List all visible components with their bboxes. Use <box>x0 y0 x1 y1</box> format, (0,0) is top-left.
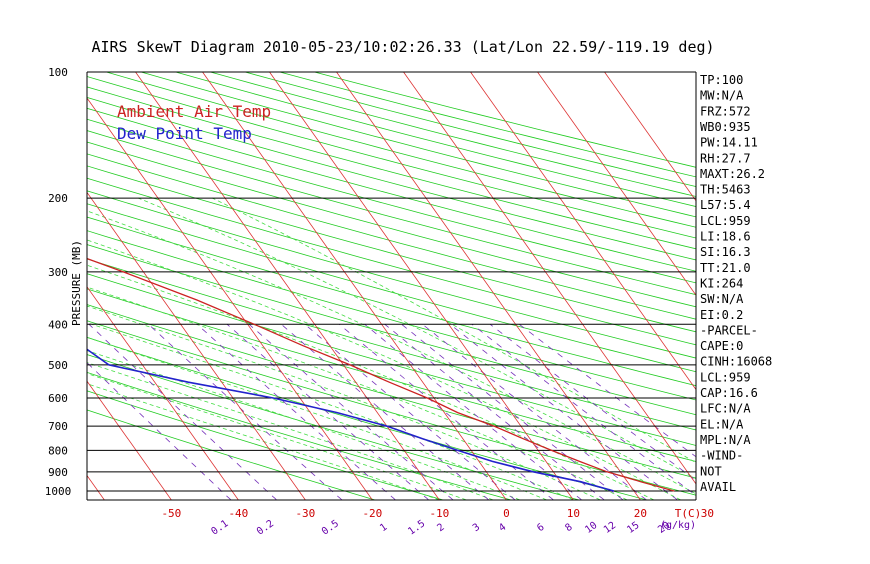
sounding-index-item: TH:5463 <box>700 183 751 197</box>
pressure-tick-label: 300 <box>48 266 68 279</box>
bottom-temp-tick-label: -10 <box>429 507 449 520</box>
sounding-index-item: AVAIL <box>700 480 736 494</box>
sounding-index-item: SI:16.3 <box>700 245 751 259</box>
bottom-temp-tick-label: 20 <box>634 507 647 520</box>
sounding-index-item: LCL:959 <box>700 370 751 384</box>
sounding-index-item: MW:N/A <box>700 89 744 103</box>
sounding-index-item: TP:100 <box>700 73 743 87</box>
bottom-temp-tick-label: -50 <box>161 507 181 520</box>
sounding-index-item: EI:0.2 <box>700 308 743 322</box>
sounding-index-item: TT:21.0 <box>700 261 751 275</box>
sounding-index-item: -WIND- <box>700 449 743 463</box>
sounding-index-item: CAPE:0 <box>700 339 743 353</box>
pressure-tick-label: 1000 <box>45 485 72 498</box>
sounding-index-item: NOT <box>700 464 722 478</box>
sounding-index-item: KI:264 <box>700 276 743 290</box>
bottom-temp-tick-label: -30 <box>295 507 315 520</box>
sounding-index-item: SW:N/A <box>700 292 744 306</box>
sounding-index-item: EL:N/A <box>700 417 744 431</box>
sounding-index-item: CAP:16.6 <box>700 386 758 400</box>
bottom-temp-tick-label: 30 <box>701 507 714 520</box>
sounding-index-item: CINH:16068 <box>700 355 772 369</box>
y-axis-label: PRESSURE (MB) <box>70 240 83 326</box>
pressure-tick-label: 900 <box>48 466 68 479</box>
legend-air-temp: Ambient Air Temp <box>117 102 271 121</box>
temp-unit-label: T(C) <box>675 507 702 520</box>
sounding-index-item: MPL:N/A <box>700 433 751 447</box>
chart-title: AIRS SkewT Diagram 2010-05-23/10:02:26.3… <box>91 38 714 56</box>
pressure-tick-label: 400 <box>48 318 68 331</box>
sounding-index-item: PW:14.11 <box>700 136 758 150</box>
bottom-temp-tick-label: -20 <box>362 507 382 520</box>
sounding-index-item: -PARCEL- <box>700 323 758 337</box>
sounding-index-item: LI:18.6 <box>700 230 751 244</box>
sounding-index-item: WB0:935 <box>700 120 751 134</box>
pressure-tick-label: 700 <box>48 420 68 433</box>
pressure-tick-label: 600 <box>48 392 68 405</box>
pressure-tick-label: 200 <box>48 192 68 205</box>
mixing-ratio-unit-label: (g/kg) <box>660 520 696 531</box>
bottom-temp-tick-label: -40 <box>228 507 248 520</box>
bottom-temp-tick-label: 10 <box>567 507 580 520</box>
sounding-index-item: MAXT:26.2 <box>700 167 765 181</box>
legend-dew-temp: Dew Point Temp <box>117 124 252 143</box>
pressure-tick-label: 800 <box>48 444 68 457</box>
sounding-index-item: RH:27.7 <box>700 151 751 165</box>
sounding-index-item: L57:5.4 <box>700 198 751 212</box>
bottom-temp-tick-label: 0 <box>503 507 510 520</box>
sounding-index-item: LFC:N/A <box>700 402 751 416</box>
sounding-index-item: FRZ:572 <box>700 104 751 118</box>
sounding-index-item: LCL:959 <box>700 214 751 228</box>
pressure-tick-label: 500 <box>48 359 68 372</box>
pressure-tick-label: 100 <box>48 66 68 79</box>
